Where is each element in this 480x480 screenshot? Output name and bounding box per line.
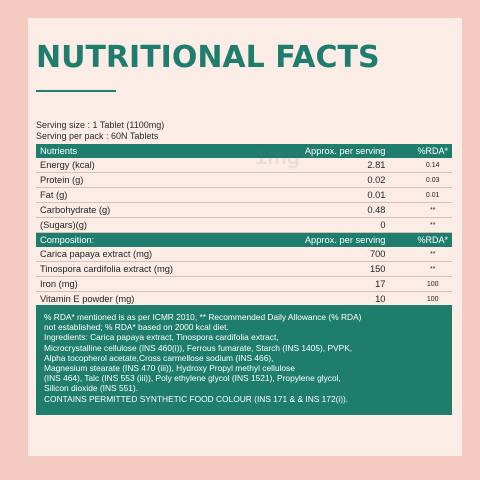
notes-line: Microcrystalline cellulose (INS 460(i)),… xyxy=(44,342,353,353)
notes-line: Silicon dioxide (INS 551). xyxy=(44,383,139,394)
composition-name: Iron (mg) xyxy=(36,276,241,292)
nutrient-value: 0.48 xyxy=(240,202,414,218)
nutrient-name: Fat (g) xyxy=(36,187,241,203)
nutrient-name: Protein (g) xyxy=(36,172,241,188)
nutrition-table: Nutrients Approx. per serving %RDA* Ener… xyxy=(36,144,452,307)
nutrient-rda: 0.03 xyxy=(413,172,452,188)
notes-line: CONTAINS PERMITTED SYNTHETIC FOOD COLOUR… xyxy=(44,393,349,404)
notes-line: % RDA* mentioned is as per ICMR 2010, **… xyxy=(44,312,362,322)
composition-name: Carica papaya extract (mg) xyxy=(36,247,241,262)
header-approx: Approx. per serving xyxy=(240,232,414,247)
composition-value: 17 xyxy=(240,276,414,292)
notes-line: Ingredients: Carica papaya extract, Tino… xyxy=(44,332,279,343)
header-rda: %RDA* xyxy=(413,144,452,158)
header-approx: Approx. per serving xyxy=(240,144,414,158)
ingredients-notes: % RDA* mentioned is as per ICMR 2010, **… xyxy=(36,305,452,415)
nutrients-header-row: Nutrients Approx. per serving %RDA* xyxy=(36,144,452,158)
table-row: Energy (kcal) 2.81 0.14 xyxy=(36,158,452,173)
notes-line: (INS 464), Talc (INS 553 (iii)), Poly et… xyxy=(44,373,341,384)
page-title: NUTRITIONAL FACTS xyxy=(36,40,380,75)
table-row: Vitamin E powder (mg) 10 100 xyxy=(36,291,452,307)
nutrient-rda: 0.01 xyxy=(413,187,452,203)
composition-rda: ** xyxy=(413,247,452,262)
nutrient-rda: ** xyxy=(413,217,452,233)
composition-rda: 100 xyxy=(413,276,452,292)
table-row: Fat (g) 0.01 0.01 xyxy=(36,187,452,203)
table-row: Protein (g) 0.02 0.03 xyxy=(36,172,452,188)
table-row: (Sugars)(g) 0 ** xyxy=(36,217,452,233)
table-row: Carbohydrate (g) 0.48 ** xyxy=(36,202,452,218)
table-row: Tinospora cardifolia extract (mg) 150 ** xyxy=(36,261,452,277)
header-rda: %RDA* xyxy=(413,232,452,247)
composition-name: Tinospora cardifolia extract (mg) xyxy=(36,261,241,277)
nutrient-name: Energy (kcal) xyxy=(36,158,241,173)
composition-value: 150 xyxy=(240,261,414,277)
nutrient-value: 0.01 xyxy=(240,187,414,203)
nutrient-rda: 0.14 xyxy=(413,158,452,173)
header-composition: Composition: xyxy=(36,232,241,247)
nutrient-value: 0 xyxy=(240,217,414,233)
table-row: Iron (mg) 17 100 xyxy=(36,276,452,292)
notes-line: Alpha tocopherol acetate,Cross carmellos… xyxy=(44,352,274,363)
nutrient-name: (Sugars)(g) xyxy=(36,217,241,233)
notes-line: not established; % RDA* based on 2000 kc… xyxy=(44,322,229,333)
nutrient-value: 0.02 xyxy=(240,172,414,188)
serving-per-pack: Serving per pack : 60N Tablets xyxy=(36,131,159,141)
watermark-logo: 1mg xyxy=(255,144,301,169)
nutrient-value: 2.81 xyxy=(240,158,414,173)
composition-rda: ** xyxy=(413,261,452,277)
header-nutrients: Nutrients xyxy=(36,144,241,158)
composition-value: 700 xyxy=(240,247,414,262)
table-row: Carica papaya extract (mg) 700 ** xyxy=(36,247,452,262)
notes-line: Magnesium stearate (INS 470 (iii)), Hydr… xyxy=(44,363,295,374)
title-underline xyxy=(36,90,116,92)
serving-size: Serving size : 1 Tablet (1100mg) xyxy=(36,120,165,130)
composition-header-row: Composition: Approx. per serving %RDA* xyxy=(36,232,452,247)
nutrient-rda: ** xyxy=(413,202,452,218)
nutrient-name: Carbohydrate (g) xyxy=(36,202,241,218)
